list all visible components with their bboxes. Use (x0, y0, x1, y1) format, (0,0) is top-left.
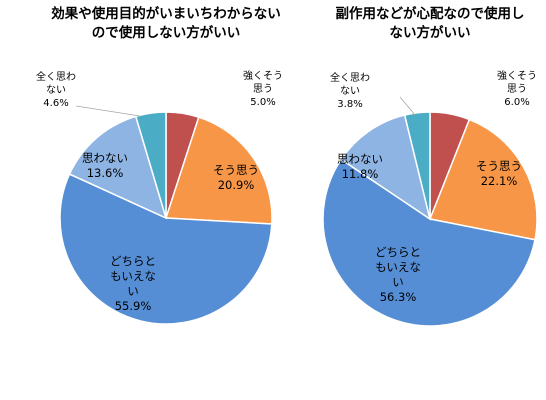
slice-name-label: 思わない (337, 152, 383, 166)
slice-value-label: 5.0% (250, 97, 275, 108)
slice-name-label: どちらと (110, 254, 156, 268)
pie-slice (59, 173, 273, 325)
chart-title-line: ので使用しない方がいい (92, 24, 241, 41)
slice-name-label: 強くそう (243, 69, 283, 82)
slice-name-label: 全く思わ (36, 70, 76, 83)
slice-name-label: 思わない (82, 151, 128, 165)
slice-value-label: 4.6% (43, 98, 68, 109)
slice-value-label: 3.8% (337, 99, 362, 110)
leader-line (75, 105, 141, 117)
slice-name-label: 思う (507, 83, 527, 95)
pie-slice (403, 111, 431, 220)
slice-name-label: 全く思わ (330, 71, 370, 84)
pie-slice (428, 118, 538, 241)
chart-title-line: ない方がいい (390, 24, 471, 41)
pie-slice (134, 111, 167, 219)
pie-slice (322, 158, 536, 327)
slice-name-label: そう思う (476, 159, 522, 173)
leader-line (399, 96, 416, 116)
slice-name-label: もいえな (110, 269, 156, 283)
slice-value-label: 13.6% (87, 166, 124, 180)
slice-value-label: 20.9% (218, 178, 255, 192)
slice-name-label: い (392, 275, 404, 289)
chart-title-line: 効果や使用目的がいまいちわからない (51, 5, 281, 22)
slice-name-label: そう思う (213, 163, 259, 177)
pie-slice (340, 114, 432, 221)
slice-value-label: 11.8% (342, 167, 379, 181)
slice-name-label: ない (340, 85, 360, 97)
slice-value-label: 55.9% (115, 299, 152, 313)
slice-value-label: 22.1% (481, 174, 518, 188)
slice-name-label: ない (46, 84, 66, 96)
slice-name-label: もいえな (375, 260, 421, 274)
chart-title-line: 副作用などが心配なので使用し (336, 5, 525, 22)
slice-name-label: 思う (253, 83, 273, 95)
pie-slice (164, 116, 273, 225)
slice-value-label: 56.3% (380, 290, 417, 304)
slice-value-label: 6.0% (504, 97, 529, 108)
pie-slice (68, 115, 168, 220)
slice-name-label: い (127, 284, 139, 298)
slice-name-label: 強くそう (497, 69, 537, 82)
slice-name-label: どちらと (375, 245, 421, 259)
